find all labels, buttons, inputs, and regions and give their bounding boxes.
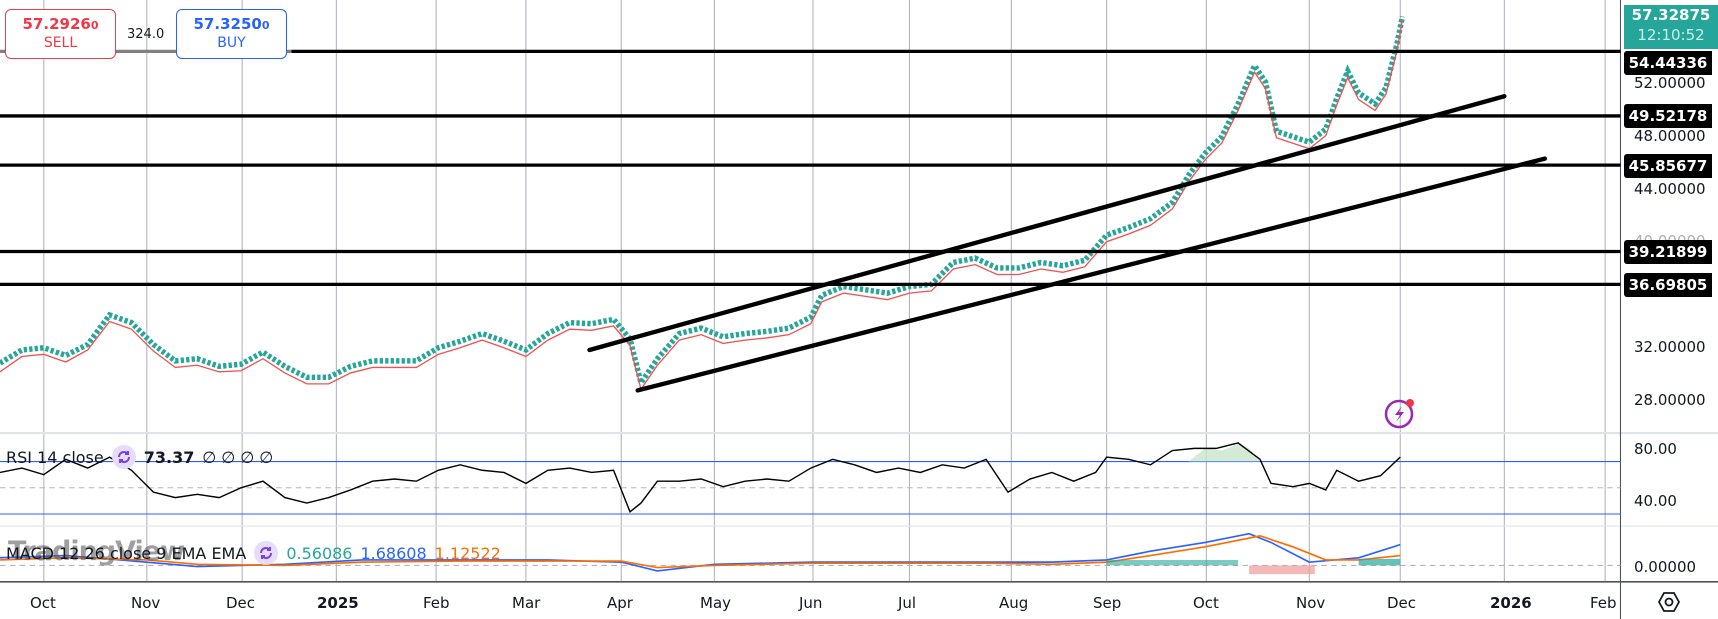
time-tick: Apr xyxy=(607,594,633,612)
candlesticks xyxy=(0,15,1406,391)
time-tick: Feb xyxy=(1590,594,1617,612)
vertical-gridlines xyxy=(43,0,1606,582)
level-tag[interactable]: 45.85677 xyxy=(1624,154,1712,178)
time-tick: Oct xyxy=(1193,594,1219,612)
macd-line-value: 1.68608 xyxy=(360,543,427,563)
macd-tick: 0.00000 xyxy=(1634,558,1697,576)
lightning-icon[interactable] xyxy=(1383,395,1419,431)
rsi-tick: 80.00 xyxy=(1634,440,1677,458)
macd-legend[interactable]: MACD 12 26 close 9 EMA EMA 0.56086 1.686… xyxy=(6,541,501,565)
macd-name: MACD 12 26 close 9 EMA EMA xyxy=(6,543,247,563)
time-tick: Feb xyxy=(423,594,450,612)
level-tag[interactable]: 39.21899 xyxy=(1624,240,1712,264)
settings-icon[interactable] xyxy=(1658,591,1680,613)
sell-label: SELL xyxy=(43,35,78,51)
rsi-legend[interactable]: RSI 14 close 73.37 ∅ ∅ ∅ ∅ xyxy=(6,445,273,469)
level-tag[interactable]: 49.52178 xyxy=(1624,104,1712,128)
time-tick: Mar xyxy=(512,594,541,612)
time-tick: May xyxy=(700,594,732,612)
price-tick: 28.00000 xyxy=(1634,391,1706,409)
macd-histogram-value: 0.56086 xyxy=(286,543,353,563)
sell-price: 57.2926 xyxy=(22,15,91,33)
time-tick: 2026 xyxy=(1490,594,1532,612)
buy-button[interactable]: 57.32500 BUY xyxy=(176,9,287,59)
refresh-icon[interactable] xyxy=(111,445,136,469)
last-price: 57.32875 xyxy=(1631,6,1711,24)
price-tick: 32.00000 xyxy=(1634,338,1706,356)
time-tick: Aug xyxy=(999,594,1029,612)
bar-countdown: 12:10:52 xyxy=(1637,26,1705,44)
time-tick: Sep xyxy=(1093,594,1122,612)
refresh-icon[interactable] xyxy=(254,541,279,565)
buy-price: 57.3250 xyxy=(193,15,262,33)
price-tick: 44.00000 xyxy=(1634,180,1706,198)
time-tick: 2025 xyxy=(317,594,359,612)
price-tick: 52.00000 xyxy=(1634,74,1706,92)
time-tick: Jun xyxy=(799,594,823,612)
buy-label: BUY xyxy=(217,35,246,51)
time-tick: Nov xyxy=(131,594,161,612)
rsi-extra-values: ∅ ∅ ∅ ∅ xyxy=(202,447,274,467)
level-tag[interactable]: 36.69805 xyxy=(1624,273,1712,297)
macd-histogram xyxy=(1106,558,1401,575)
price-tick: 48.00000 xyxy=(1634,127,1706,145)
trend-channel xyxy=(587,94,1548,393)
time-tick: Dec xyxy=(1387,594,1417,612)
sell-button[interactable]: 57.29260 SELL xyxy=(5,9,116,59)
time-tick: Oct xyxy=(30,594,56,612)
rsi-value: 73.37 xyxy=(143,447,195,467)
rsi-name: RSI 14 close xyxy=(6,447,104,467)
rsi-tick: 40.00 xyxy=(1634,492,1677,510)
time-tick: Nov xyxy=(1296,594,1326,612)
horizontal-levels xyxy=(0,49,1621,286)
buy-price-pip: 0 xyxy=(261,19,270,32)
spread-value: 324.0 xyxy=(127,27,165,42)
time-tick: Jul xyxy=(898,594,917,612)
last-price-tag: 57.32875 12:10:52 xyxy=(1624,5,1718,49)
sell-price-pip: 0 xyxy=(90,19,99,32)
time-tick: Dec xyxy=(226,594,256,612)
macd-signal-value: 1.12522 xyxy=(434,543,501,563)
level-tag[interactable]: 54.44336 xyxy=(1624,51,1712,75)
